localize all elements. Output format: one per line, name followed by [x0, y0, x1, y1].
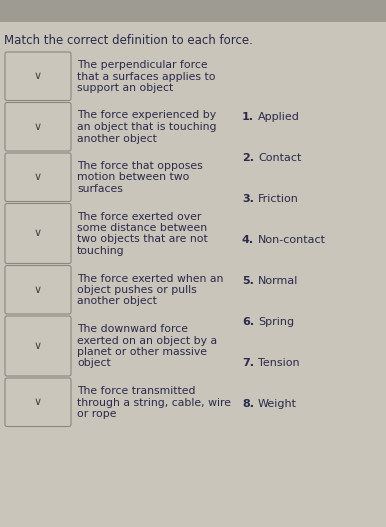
Text: 5.: 5.	[242, 276, 254, 286]
Text: The force that opposes: The force that opposes	[77, 161, 203, 171]
Text: or rope: or rope	[77, 409, 117, 419]
FancyBboxPatch shape	[5, 153, 71, 201]
FancyBboxPatch shape	[5, 378, 71, 426]
Text: 4.: 4.	[242, 235, 254, 245]
Bar	[0, 0, 386, 22]
FancyBboxPatch shape	[5, 52, 71, 101]
Text: Spring: Spring	[258, 317, 294, 327]
FancyBboxPatch shape	[5, 203, 71, 264]
Text: Contact: Contact	[258, 153, 301, 163]
Text: Normal: Normal	[258, 276, 298, 286]
Text: some distance between: some distance between	[77, 223, 207, 233]
Text: Friction: Friction	[258, 194, 299, 204]
FancyBboxPatch shape	[5, 102, 71, 151]
Text: another object: another object	[77, 297, 157, 307]
Text: object pushes or pulls: object pushes or pulls	[77, 285, 197, 295]
Text: ∨: ∨	[34, 229, 42, 239]
Text: ∨: ∨	[34, 341, 42, 351]
Text: 7.: 7.	[242, 358, 254, 368]
Text: through a string, cable, wire: through a string, cable, wire	[77, 397, 231, 407]
Text: Non-contact: Non-contact	[258, 235, 326, 245]
Text: surfaces: surfaces	[77, 184, 123, 194]
Text: ∨: ∨	[34, 71, 42, 81]
Text: two objects that are not: two objects that are not	[77, 235, 208, 245]
Text: The perpendicular force: The perpendicular force	[77, 60, 208, 70]
Text: Match the correct definition to each force.: Match the correct definition to each for…	[4, 34, 253, 47]
Text: The downward force: The downward force	[77, 324, 188, 334]
Text: The force exerted over: The force exerted over	[77, 211, 201, 221]
Text: 8.: 8.	[242, 399, 254, 409]
FancyBboxPatch shape	[5, 316, 71, 376]
Text: ∨: ∨	[34, 285, 42, 295]
Text: The force exerted when an: The force exerted when an	[77, 274, 223, 284]
Text: The force transmitted: The force transmitted	[77, 386, 195, 396]
Text: Tension: Tension	[258, 358, 300, 368]
Text: motion between two: motion between two	[77, 172, 190, 182]
Text: 2.: 2.	[242, 153, 254, 163]
Text: ∨: ∨	[34, 122, 42, 132]
Text: that a surfaces applies to: that a surfaces applies to	[77, 72, 215, 82]
Text: 3.: 3.	[242, 194, 254, 204]
Text: touching: touching	[77, 246, 125, 256]
Text: Weight: Weight	[258, 399, 297, 409]
Text: exerted on an object by a: exerted on an object by a	[77, 336, 217, 346]
FancyBboxPatch shape	[5, 266, 71, 314]
Text: ∨: ∨	[34, 397, 42, 407]
Text: 6.: 6.	[242, 317, 254, 327]
Text: 1.: 1.	[242, 112, 254, 122]
Text: an object that is touching: an object that is touching	[77, 122, 217, 132]
Text: another object: another object	[77, 133, 157, 143]
Text: Applied: Applied	[258, 112, 300, 122]
Text: planet or other massive: planet or other massive	[77, 347, 207, 357]
Text: ∨: ∨	[34, 172, 42, 182]
Text: object: object	[77, 358, 111, 368]
Text: The force experienced by: The force experienced by	[77, 111, 216, 121]
Text: support an object: support an object	[77, 83, 173, 93]
